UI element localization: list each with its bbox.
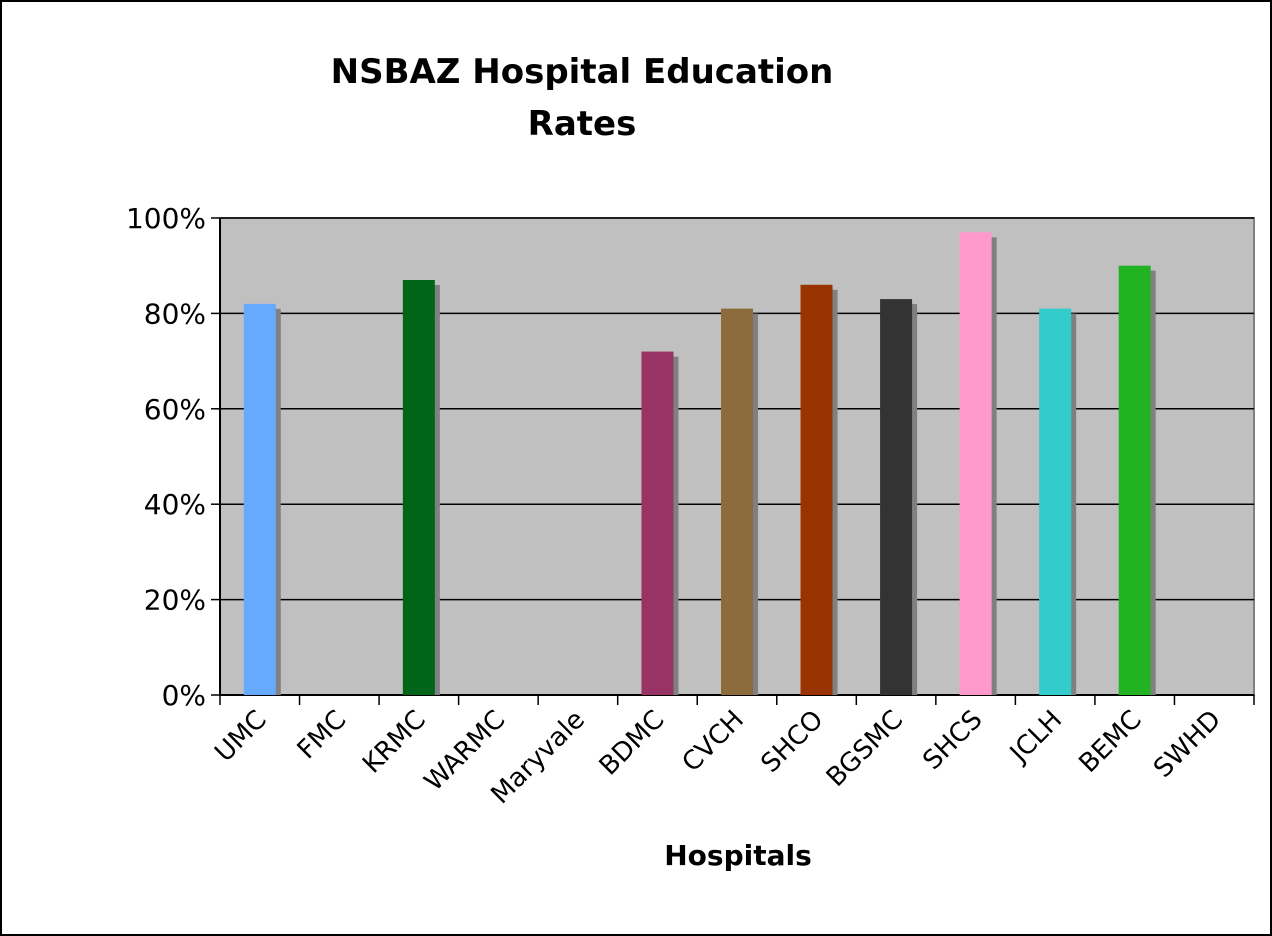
y-tick-label: 40%	[144, 488, 206, 521]
x-tick-label: UMC	[209, 705, 272, 768]
x-tick-label: SWHD	[1148, 705, 1227, 784]
y-tick-label: 0%	[162, 679, 206, 712]
bar	[243, 303, 276, 695]
y-tick-label: 100%	[126, 202, 206, 235]
x-tick-label: JCLH	[1003, 705, 1068, 770]
bar	[1039, 308, 1072, 695]
x-tick-label: BGSMC	[821, 705, 909, 793]
x-tick-label: CVCH	[677, 705, 750, 778]
x-tick-label: SHCO	[755, 705, 829, 779]
chart-title-line-1: NSBAZ Hospital Education	[330, 52, 834, 92]
x-tick-label: BDMC	[594, 705, 671, 782]
x-tick-label: SHCS	[917, 705, 988, 776]
x-tick-label: KRMC	[357, 705, 432, 780]
bar	[959, 232, 992, 695]
y-tick-label: 80%	[144, 297, 206, 330]
chart-title: NSBAZ Hospital Education Rates	[232, 46, 932, 150]
x-axis-title: Hospitals	[664, 839, 812, 872]
bar	[1118, 265, 1151, 695]
x-tick-label: BEMC	[1073, 705, 1147, 779]
chart-title-line-2: Rates	[527, 104, 637, 144]
bar	[721, 308, 753, 695]
y-tick-label: 20%	[144, 584, 206, 617]
bar	[880, 299, 913, 695]
y-tick-label: 60%	[144, 393, 206, 426]
bar	[641, 351, 674, 695]
x-tick-label: FMC	[292, 705, 352, 765]
bar	[800, 284, 833, 695]
bar	[402, 280, 435, 695]
